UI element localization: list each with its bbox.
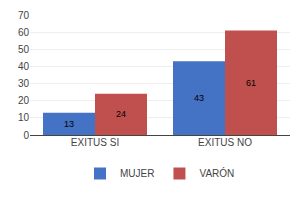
svg-text:20: 20 [18, 95, 30, 106]
svg-text:50: 50 [18, 44, 30, 55]
svg-text:EXITUS SI: EXITUS SI [71, 137, 119, 148]
svg-text:61: 61 [246, 78, 256, 88]
svg-text:40: 40 [18, 61, 30, 72]
svg-text:VARÓN: VARÓN [199, 167, 234, 179]
svg-text:MUJER: MUJER [120, 168, 154, 179]
svg-text:70: 70 [18, 10, 30, 21]
svg-text:10: 10 [18, 112, 30, 123]
svg-text:24: 24 [116, 109, 126, 119]
svg-text:13: 13 [64, 119, 74, 129]
svg-text:43: 43 [194, 93, 204, 103]
svg-text:30: 30 [18, 78, 30, 89]
svg-text:60: 60 [18, 27, 30, 38]
svg-text:EXITUS NO: EXITUS NO [198, 137, 252, 148]
svg-text:0: 0 [23, 130, 29, 141]
